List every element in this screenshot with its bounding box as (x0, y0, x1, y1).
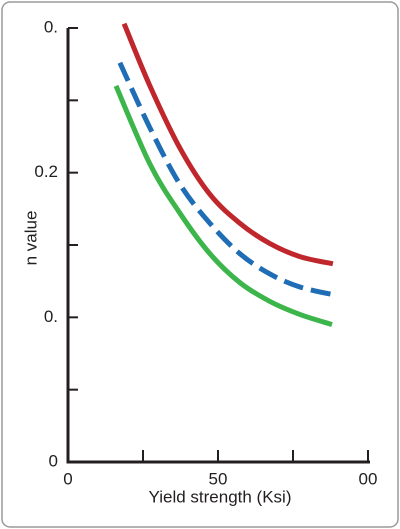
x-tick-label: 0 (63, 469, 72, 488)
curve (113, 84, 333, 327)
y-tick-label: 0.2 (34, 162, 58, 181)
y-axis-label: n value (21, 211, 40, 266)
y-tick-label: 0. (44, 307, 58, 326)
x-tick-label: 00 (359, 469, 378, 488)
x-tick-label: 50 (209, 469, 228, 488)
y-tick-label: 0 (49, 451, 58, 470)
x-axis-label: Yield strength (Ksi) (149, 487, 292, 506)
curve (121, 22, 334, 267)
y-tick-label: 0. (44, 17, 58, 36)
curve (117, 61, 339, 299)
